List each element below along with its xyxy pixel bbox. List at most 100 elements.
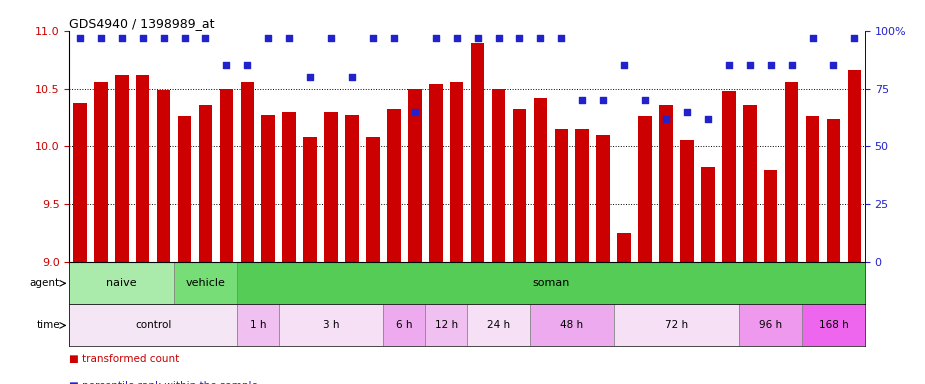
Bar — [597, 135, 610, 262]
Point — [345, 74, 360, 80]
Bar — [262, 115, 275, 262]
Point — [282, 35, 297, 41]
Point — [324, 35, 339, 41]
Bar — [802, 305, 865, 346]
Point — [72, 35, 87, 41]
Bar — [115, 75, 129, 262]
Point — [365, 35, 380, 41]
Text: GDS4940 / 1398989_at: GDS4940 / 1398989_at — [69, 17, 215, 30]
Point — [302, 74, 317, 80]
Text: agent: agent — [30, 278, 60, 288]
Bar — [660, 105, 672, 262]
Text: 72 h: 72 h — [665, 320, 688, 330]
Text: 48 h: 48 h — [561, 320, 584, 330]
Bar — [467, 305, 530, 346]
Point — [805, 35, 820, 41]
Bar — [240, 82, 254, 262]
Point — [115, 35, 130, 41]
Point — [596, 97, 611, 103]
Bar — [722, 91, 735, 262]
Bar — [69, 305, 237, 346]
Point — [659, 116, 673, 122]
Text: 6 h: 6 h — [396, 320, 413, 330]
Text: control: control — [135, 320, 171, 330]
Bar — [638, 116, 652, 262]
Point — [826, 62, 841, 68]
Bar — [156, 90, 170, 262]
Bar — [739, 305, 802, 346]
Point — [156, 35, 171, 41]
Text: time: time — [36, 320, 60, 330]
Text: ■ transformed count: ■ transformed count — [69, 354, 179, 364]
Bar — [325, 112, 338, 262]
Bar — [174, 262, 237, 305]
Bar — [303, 137, 317, 262]
Bar — [827, 119, 840, 262]
Point — [617, 62, 632, 68]
Bar — [219, 89, 233, 262]
Point — [574, 97, 589, 103]
Point — [261, 35, 276, 41]
Text: 3 h: 3 h — [323, 320, 339, 330]
Bar — [554, 129, 568, 262]
Point — [470, 35, 485, 41]
Point — [135, 35, 150, 41]
Text: 24 h: 24 h — [487, 320, 510, 330]
Bar — [534, 98, 548, 262]
Point — [198, 35, 213, 41]
Point — [722, 62, 736, 68]
Bar — [680, 139, 694, 262]
Bar — [471, 43, 485, 262]
Bar — [69, 262, 174, 305]
Text: naive: naive — [106, 278, 137, 288]
Text: 12 h: 12 h — [435, 320, 458, 330]
Point — [554, 35, 569, 41]
Bar — [237, 305, 278, 346]
Point — [240, 62, 254, 68]
Bar — [237, 262, 865, 305]
Point — [784, 62, 799, 68]
Bar — [806, 116, 820, 262]
Bar — [617, 233, 631, 262]
Bar — [429, 84, 442, 262]
Point — [743, 62, 758, 68]
Point — [533, 35, 548, 41]
Bar — [426, 305, 467, 346]
Point — [219, 62, 234, 68]
Point — [387, 35, 401, 41]
Bar — [450, 82, 463, 262]
Bar — [764, 170, 778, 262]
Text: 168 h: 168 h — [819, 320, 848, 330]
Point — [428, 35, 443, 41]
Point — [700, 116, 715, 122]
Point — [407, 109, 422, 115]
Bar — [94, 82, 107, 262]
Bar — [383, 305, 426, 346]
Bar — [575, 129, 589, 262]
Bar — [613, 305, 739, 346]
Bar — [387, 109, 401, 262]
Bar — [784, 82, 798, 262]
Bar — [366, 137, 380, 262]
Bar — [282, 112, 296, 262]
Bar — [408, 89, 422, 262]
Point — [512, 35, 527, 41]
Bar — [847, 70, 861, 262]
Text: soman: soman — [532, 278, 570, 288]
Text: 96 h: 96 h — [759, 320, 783, 330]
Bar — [136, 75, 150, 262]
Point — [491, 35, 506, 41]
Bar — [530, 305, 613, 346]
Point — [177, 35, 191, 41]
Point — [680, 109, 695, 115]
Bar — [199, 105, 212, 262]
Text: vehicle: vehicle — [186, 278, 226, 288]
Bar — [743, 105, 757, 262]
Bar — [492, 89, 505, 262]
Text: ■ percentile rank within the sample: ■ percentile rank within the sample — [69, 381, 258, 384]
Bar — [512, 109, 526, 262]
Point — [450, 35, 464, 41]
Bar — [701, 167, 715, 262]
Text: 1 h: 1 h — [250, 320, 266, 330]
Point — [847, 35, 862, 41]
